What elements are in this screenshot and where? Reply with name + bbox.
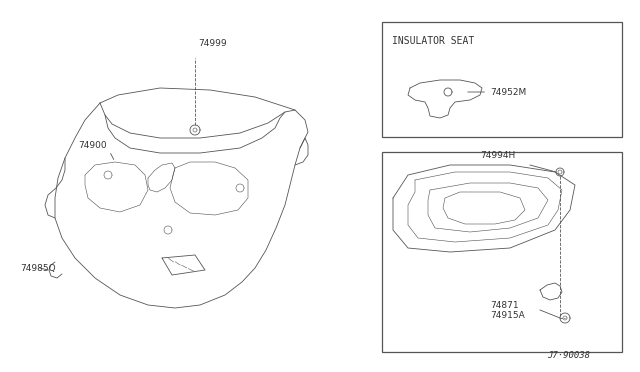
- Text: 74985Q: 74985Q: [20, 263, 56, 273]
- Bar: [382, 22, 622, 137]
- Text: 74952M: 74952M: [468, 87, 526, 96]
- Text: 74999: 74999: [198, 39, 227, 48]
- Text: 74915A: 74915A: [490, 311, 525, 320]
- Text: 74994H: 74994H: [480, 151, 515, 160]
- Text: INSULATOR SEAT: INSULATOR SEAT: [392, 36, 474, 46]
- Text: 74871: 74871: [490, 301, 518, 310]
- Text: 74900: 74900: [78, 141, 114, 160]
- Text: J7·90038: J7·90038: [547, 351, 590, 360]
- Bar: [382, 152, 622, 352]
